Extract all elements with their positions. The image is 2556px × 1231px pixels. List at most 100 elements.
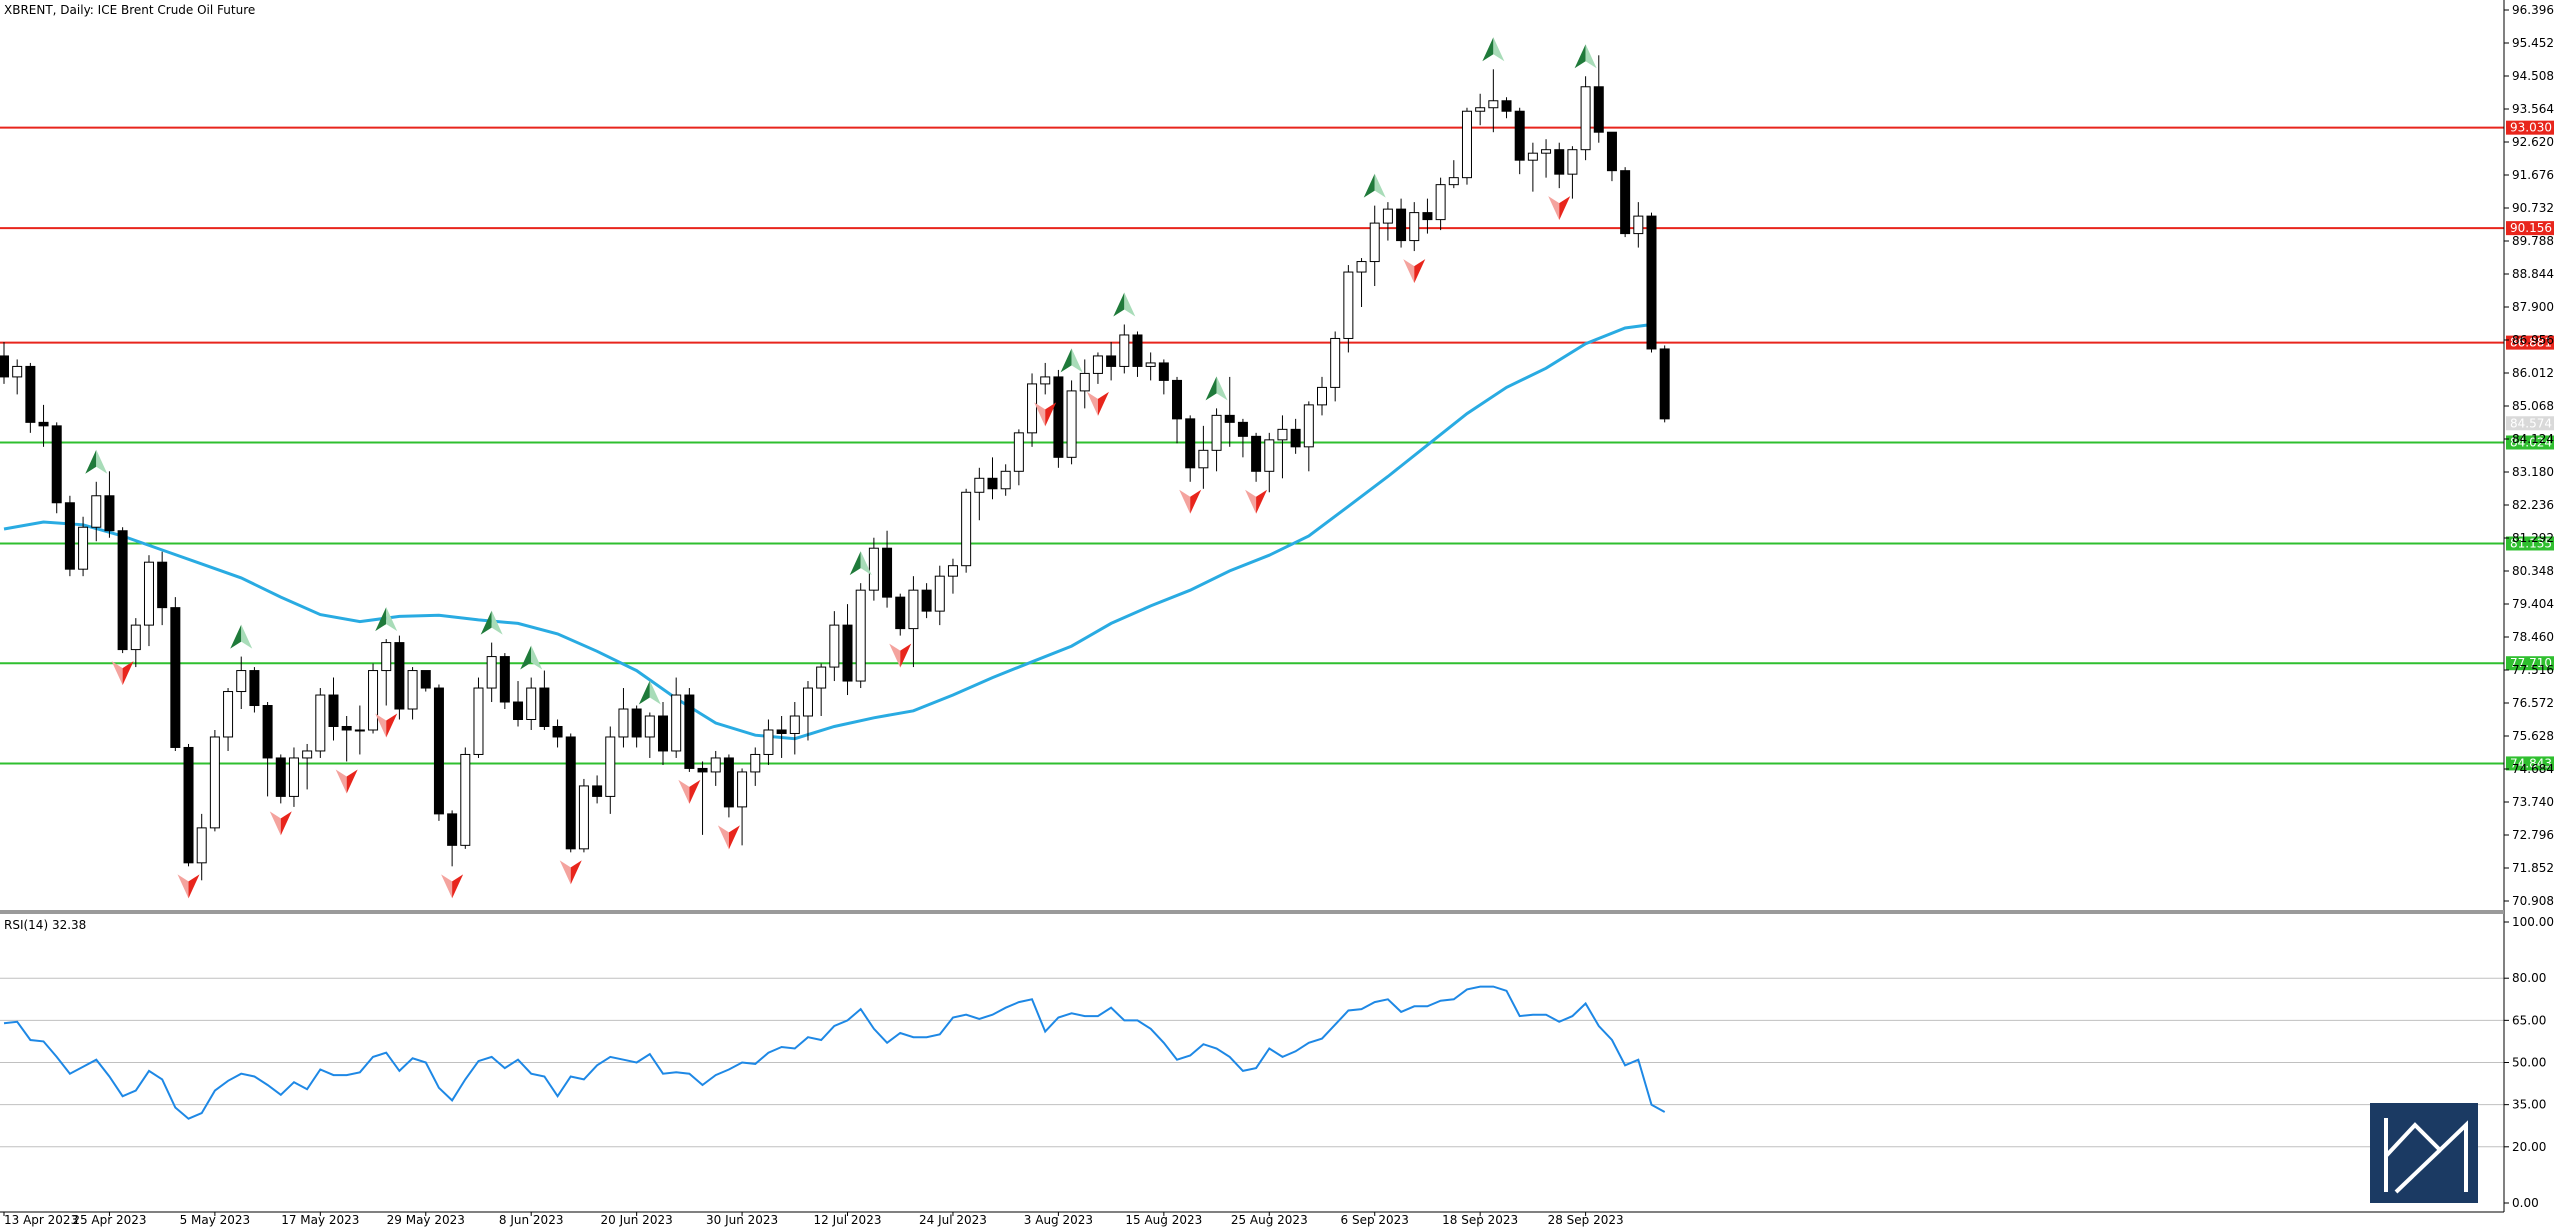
candle-body-down xyxy=(341,725,352,731)
candle-body-up xyxy=(1277,428,1288,441)
candle-body-up xyxy=(789,715,800,734)
candle xyxy=(1053,369,1064,468)
candle-body-up xyxy=(1633,215,1644,235)
candle xyxy=(539,670,550,730)
candle xyxy=(1580,76,1591,161)
candle xyxy=(302,743,313,790)
candle xyxy=(473,677,484,758)
fractal-down-arrow xyxy=(346,769,358,794)
candle xyxy=(684,688,695,772)
fractal-up-arrow-shade xyxy=(386,607,398,632)
candle-body-up xyxy=(1343,271,1354,339)
candle xyxy=(1185,415,1196,482)
candle xyxy=(1224,376,1235,447)
candle xyxy=(644,712,655,758)
candle xyxy=(1514,107,1525,175)
candle-body-down xyxy=(552,725,563,738)
candle xyxy=(1554,142,1565,189)
candle-body-down xyxy=(1396,208,1407,242)
time-tick-label: 25 Apr 2023 xyxy=(72,1213,146,1227)
candle xyxy=(1567,146,1578,199)
time-tick-label: 24 Jul 2023 xyxy=(919,1213,987,1227)
candle-body-down xyxy=(1106,355,1117,367)
candle-body-up xyxy=(354,729,365,732)
level-price-label: 74.843 xyxy=(2510,756,2552,770)
price-tick-label: 79.404 xyxy=(2512,597,2554,611)
fractal-down-arrow xyxy=(122,661,134,686)
rsi-tick-label: 0.00 xyxy=(2512,1196,2539,1210)
candle xyxy=(737,768,748,846)
candle xyxy=(486,642,497,703)
level-price-label: 81.135 xyxy=(2510,536,2552,550)
candle-body-down xyxy=(420,670,431,689)
candle-body-up xyxy=(460,753,471,846)
time-tick-label: 29 May 2023 xyxy=(387,1213,465,1227)
fractal-down-arrow xyxy=(1559,196,1571,221)
candle-body-up xyxy=(961,491,972,567)
candle xyxy=(1646,212,1657,353)
price-tick-label: 80.348 xyxy=(2512,564,2554,578)
fractal-down-arrow xyxy=(188,874,200,899)
candle-body-down xyxy=(25,365,36,423)
candle xyxy=(697,761,708,835)
candle-body-down xyxy=(1172,379,1183,420)
price-tick-label: 93.564 xyxy=(2512,102,2554,116)
price-tick-label: 95.452 xyxy=(2512,36,2554,50)
fractal-down-arrow-shade xyxy=(1403,259,1415,284)
level-price-tag xyxy=(2506,335,2554,350)
price-tick-label: 81.292 xyxy=(2512,531,2554,545)
candle-body-up xyxy=(1027,383,1038,434)
price-tick-label: 85.068 xyxy=(2512,399,2554,413)
candle xyxy=(1277,415,1288,479)
candle xyxy=(288,747,299,807)
candle-body-up xyxy=(578,785,589,850)
fractal-down-arrow-shade xyxy=(177,874,189,899)
time-tick-label: 6 Sep 2023 xyxy=(1341,1213,1409,1227)
candle-body-down xyxy=(539,687,550,727)
candle-body-up xyxy=(1475,107,1486,112)
fractal-down-arrow xyxy=(1414,259,1426,284)
candle-body-up xyxy=(618,708,629,738)
candle xyxy=(381,639,392,706)
candle xyxy=(368,663,379,734)
candle xyxy=(223,688,234,751)
fractal-up-arrow-shade xyxy=(1124,292,1136,317)
level-price-tag xyxy=(2506,120,2554,135)
candle xyxy=(868,537,879,601)
candle xyxy=(1132,331,1143,377)
fractal-up-arrow-shade xyxy=(531,645,543,670)
candle-body-up xyxy=(737,771,748,808)
candle xyxy=(671,677,682,758)
fractal-down-arrow xyxy=(452,874,464,899)
candle-body-down xyxy=(1501,100,1512,112)
candle-body-down xyxy=(499,656,510,703)
moving-average-layer xyxy=(3,323,1652,741)
fractal-up-arrow xyxy=(1574,44,1586,69)
fractal-up-arrow xyxy=(1482,37,1494,62)
time-tick-label: 12 Jul 2023 xyxy=(814,1213,882,1227)
candle-body-down xyxy=(433,687,444,815)
candle xyxy=(513,681,524,727)
candle-body-up xyxy=(1264,439,1275,472)
fractal-up-arrow xyxy=(230,624,242,649)
candle xyxy=(1172,376,1183,444)
candle-body-up xyxy=(934,575,945,612)
price-tick-label: 72.796 xyxy=(2512,828,2554,842)
pane-separator xyxy=(0,910,2504,914)
fractal-up-arrow-shade xyxy=(96,449,108,474)
candle-body-down xyxy=(1593,86,1604,133)
candle-body-down xyxy=(1251,435,1262,472)
candle xyxy=(1606,131,1617,182)
candle xyxy=(262,702,273,797)
candle-body-down xyxy=(1237,421,1248,437)
level-price-tag xyxy=(2506,221,2554,236)
fractal-up-arrow-shade xyxy=(1585,44,1597,69)
brand-logo xyxy=(2370,1103,2478,1203)
fractal-down-arrow-shade xyxy=(889,643,901,668)
candle xyxy=(631,705,642,748)
candle xyxy=(565,733,576,853)
candle-body-up xyxy=(1541,149,1552,154)
candle xyxy=(433,684,444,821)
candle xyxy=(170,597,181,751)
